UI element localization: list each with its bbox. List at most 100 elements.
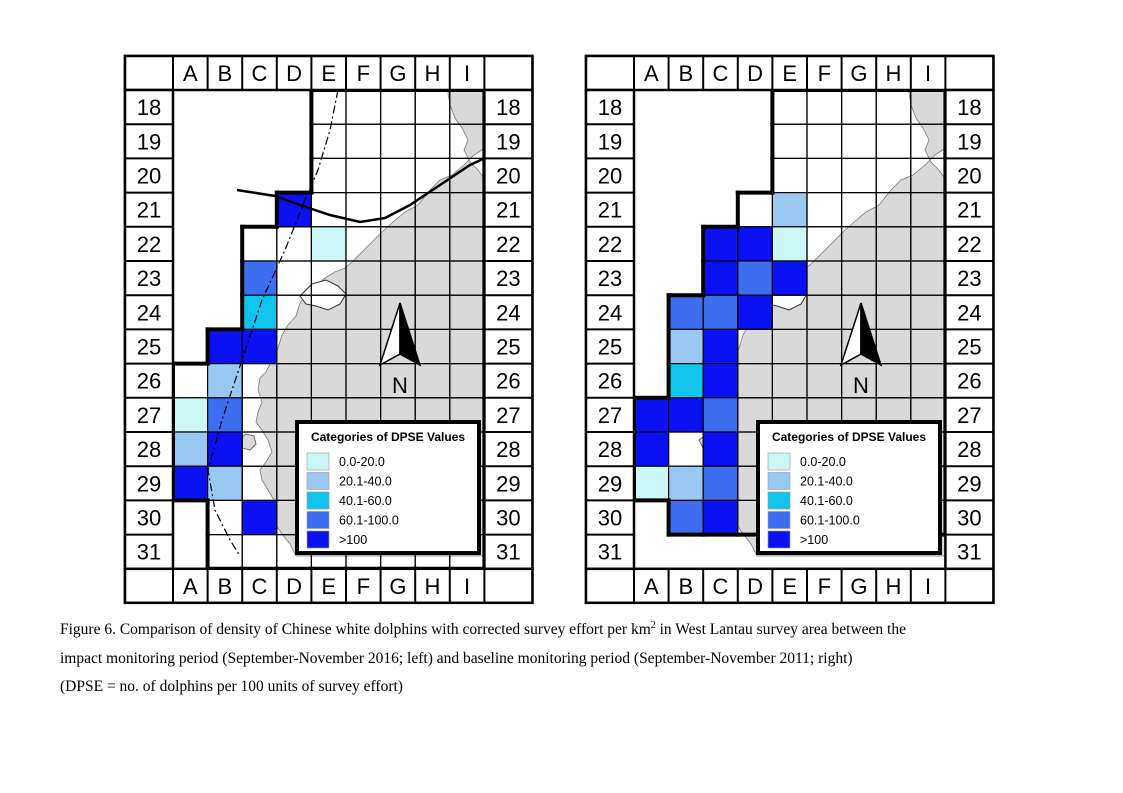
row-label: 26 [496,369,520,394]
row-label: 27 [598,403,622,428]
row-label: 27 [496,403,520,428]
figure-caption-line-2: impact monitoring period (September-Nove… [60,650,853,667]
row-label: 19 [137,129,161,154]
dpse-cell [702,226,739,262]
column-label: H [425,61,441,86]
row-label: 21 [957,198,981,223]
column-label: G [389,61,406,86]
column-footer [123,567,534,605]
dpse-cell [668,294,704,331]
row-label: 23 [496,266,520,291]
figure-caption-line-1: Figure 6. Comparison of density of Chine… [60,620,1080,639]
column-label: B [218,61,233,86]
column-label: I [464,61,470,86]
column-label: F [818,574,831,599]
row-label: 20 [957,164,981,189]
column-label: G [389,574,406,599]
legend-swatch [767,530,791,549]
row-label: 31 [957,540,981,565]
dpse-cell [668,465,704,502]
map-left: A B C D E F G H IA B C D E F G H I1819202122232425262728… [123,54,534,605]
column-header [123,54,534,92]
column-label: B [679,61,694,86]
row-label: 21 [496,198,520,223]
north-label: N [392,373,408,398]
legend-item-label: >100 [339,533,367,547]
dpse-cell [771,226,808,262]
north-arrow-icon-dark [399,302,422,367]
dpse-cell [310,226,347,262]
row-label: 19 [496,129,520,154]
legend-swatch [767,511,791,529]
row-label: 18 [496,95,520,120]
legend-item-label: 20.1-40.0 [800,475,853,489]
column-label: E [782,574,797,599]
row-label: 19 [598,129,622,154]
legend-item-label: 40.1-60.0 [800,494,853,508]
row-label: 28 [598,437,622,462]
row-label: 19 [957,129,981,154]
dpse-cell [207,328,243,365]
row-label: 25 [137,335,161,360]
legend-item-label: 0.0-20.0 [800,455,846,469]
column-label: D [747,574,763,599]
row-label: 18 [137,95,161,120]
row-label: 24 [957,300,981,325]
column-label: A [183,61,198,86]
row-label: 30 [598,506,622,531]
caption-text: Figure 6. Comparison of density of Chine… [60,621,651,639]
row-label: 23 [137,266,161,291]
row-label: 30 [957,506,981,531]
row-label: 26 [957,369,981,394]
dpse-cell [172,431,209,467]
row-label: 20 [598,164,622,189]
column-label: H [886,61,902,86]
dpse-cell [668,397,704,433]
dpse-cell [702,363,739,399]
row-label: 22 [137,232,161,257]
row-label: 21 [598,198,622,223]
column-label: B [218,574,233,599]
dpse-cell [771,192,808,228]
column-header [584,54,995,92]
dpse-cell [702,294,739,331]
column-label: G [850,574,867,599]
column-label: A [644,61,659,86]
dpse-cell [207,363,243,399]
dpse-cell [207,431,243,467]
row-label: 22 [496,232,520,257]
column-label: H [886,574,902,599]
column-label: C [713,574,729,599]
column-label: F [357,61,370,86]
row-label: 25 [598,335,622,360]
row-label: 20 [496,164,520,189]
north-arrow-icon-dark [860,302,883,367]
row-label: 22 [957,232,981,257]
bridge-route [236,156,486,224]
dpse-cell [737,226,773,262]
row-label: 21 [137,198,161,223]
boundary-line [207,89,339,557]
figure-caption-line-3: (DPSE = no. of dolphins per 100 units of… [60,678,403,695]
dpse-cell [241,294,278,331]
dpse-cell [633,397,670,433]
row-label: 26 [137,369,161,394]
dpse-cell [771,260,808,296]
dpse-cell [702,260,739,296]
row-label: 25 [496,335,520,360]
column-label: I [925,574,931,599]
legend-swatch [306,491,330,510]
row-label: 24 [496,300,520,325]
legend-item-label: 60.1-100.0 [339,514,399,528]
row-label: 26 [598,369,622,394]
column-label: F [357,574,370,599]
row-label: 24 [137,300,161,325]
row-label: 27 [957,403,981,428]
dpse-cell [702,465,739,502]
row-label: 29 [957,471,981,496]
legend-item-label: 0.0-20.0 [339,455,385,469]
column-label: A [183,574,198,599]
legend-swatch [306,472,330,490]
dpse-cell [702,328,739,365]
